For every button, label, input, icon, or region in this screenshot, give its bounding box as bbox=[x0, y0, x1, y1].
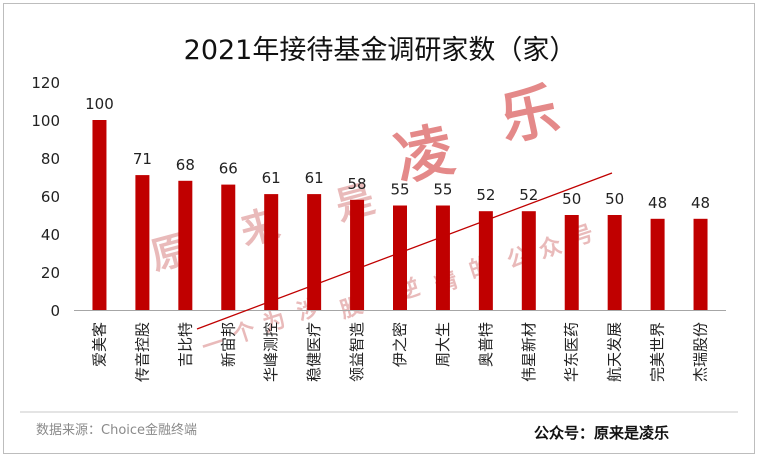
bar bbox=[607, 215, 622, 310]
bars bbox=[92, 120, 708, 310]
x-category-label: 传音控股 bbox=[133, 322, 151, 382]
bar bbox=[264, 194, 279, 310]
data-label: 48 bbox=[648, 194, 667, 212]
bar bbox=[393, 205, 407, 310]
x-category-label: 伊之密 bbox=[391, 322, 409, 367]
x-category-label: 新宙邦 bbox=[219, 322, 237, 367]
x-axis-labels: 爱美客 传音控股 吉比特 新宙邦 华峰测控 稳健医疗 领益智造 伊之密 周大生 奥普特 伟星新材 华东… bbox=[90, 322, 709, 382]
bar bbox=[564, 215, 579, 310]
data-label: 50 bbox=[605, 190, 624, 208]
y-tick-label: 120 bbox=[31, 74, 60, 92]
x-category-label: 伟星新材 bbox=[520, 322, 538, 382]
bar bbox=[521, 211, 536, 310]
data-label: 61 bbox=[305, 169, 324, 187]
data-label: 55 bbox=[390, 181, 409, 199]
bar bbox=[221, 184, 236, 310]
bar bbox=[435, 205, 450, 310]
y-tick-label: 80 bbox=[41, 150, 60, 168]
watermark-char: 凌 bbox=[389, 115, 460, 194]
bar bbox=[307, 194, 322, 310]
y-tick-label: 100 bbox=[31, 112, 60, 130]
data-label: 52 bbox=[476, 186, 495, 204]
bar bbox=[92, 120, 107, 310]
chart-title: 2021年接待基金调研家数（家） bbox=[184, 35, 577, 66]
data-label: 58 bbox=[348, 175, 367, 193]
watermark-char: 乐 bbox=[494, 75, 565, 154]
x-category-label: 周大生 bbox=[434, 322, 452, 367]
trend-line bbox=[196, 172, 613, 330]
y-axis-ticks: 0 20 40 60 80 100 120 bbox=[31, 74, 60, 320]
x-category-label: 华峰测控 bbox=[262, 322, 280, 382]
watermark-char: 众 bbox=[536, 232, 565, 264]
data-label: 66 bbox=[219, 160, 238, 178]
x-category-label: 完美世界 bbox=[649, 322, 667, 382]
x-category-label: 吉比特 bbox=[176, 322, 194, 367]
x-category-label: 杰瑞股份 bbox=[692, 322, 710, 382]
data-labels: 100 71 68 66 61 61 58 55 55 52 52 50 50 48 48 bbox=[85, 95, 710, 212]
bar bbox=[693, 218, 708, 310]
account-credit: 公众号：原来是凌乐 bbox=[534, 424, 670, 442]
x-category-label: 华东医药 bbox=[563, 322, 581, 382]
bar bbox=[178, 180, 193, 310]
data-label: 48 bbox=[691, 194, 710, 212]
data-label: 52 bbox=[519, 186, 538, 204]
chart-frame bbox=[3, 3, 755, 454]
x-category-label: 奥普特 bbox=[477, 322, 495, 367]
y-tick-label: 60 bbox=[41, 188, 60, 206]
bar bbox=[478, 211, 493, 310]
y-tick-label: 0 bbox=[50, 302, 60, 320]
x-category-label: 领益智造 bbox=[348, 322, 366, 382]
bar bbox=[650, 218, 665, 310]
bar bbox=[350, 199, 365, 310]
data-label: 55 bbox=[433, 181, 452, 199]
x-category-label: 爱美客 bbox=[90, 322, 108, 367]
bar bbox=[135, 175, 150, 310]
y-tick-label: 20 bbox=[41, 264, 60, 282]
data-label: 100 bbox=[85, 95, 114, 113]
y-tick-label: 40 bbox=[41, 226, 60, 244]
data-label: 68 bbox=[176, 156, 195, 174]
data-label: 71 bbox=[133, 150, 152, 168]
data-label: 50 bbox=[562, 190, 581, 208]
x-category-label: 稳健医疗 bbox=[305, 322, 323, 382]
data-label: 61 bbox=[262, 169, 281, 187]
data-source-note: 数据来源：Choice金融终端 bbox=[36, 423, 198, 438]
x-category-label: 航天发展 bbox=[606, 322, 624, 382]
